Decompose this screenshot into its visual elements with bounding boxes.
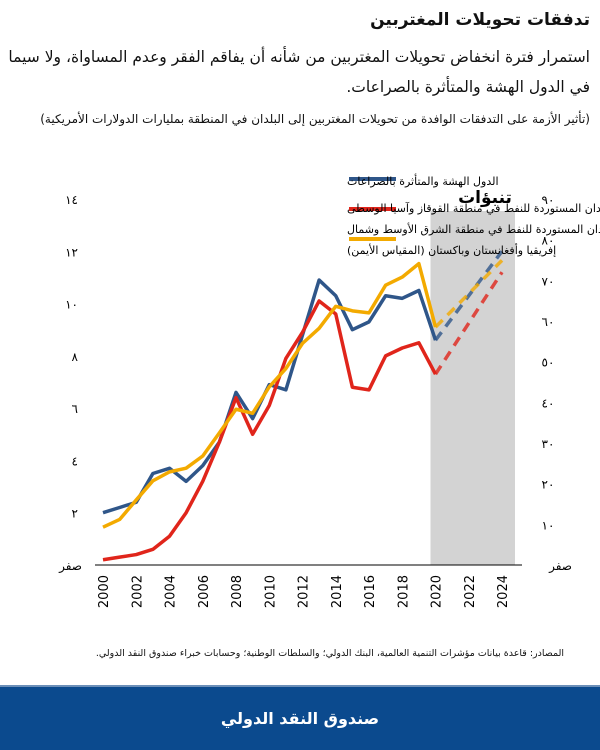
x-axis-tick: 2006: [197, 575, 212, 608]
right-axis-tick: ٣٠: [542, 437, 555, 451]
series-line-2: [103, 301, 436, 560]
x-axis-tick: 2002: [130, 575, 145, 608]
series-line-3: [103, 264, 436, 528]
left-axis-tick: صفر: [58, 559, 82, 574]
left-axis-tick: ١٤: [65, 193, 78, 207]
right-axis-tick: ٥٠: [542, 356, 555, 370]
series-line-1: [103, 280, 436, 513]
x-axis-tick: 2008: [230, 575, 245, 608]
legend-label-2: البلدان المستوردة للنفط في منطقة القوقاز…: [347, 201, 600, 215]
left-axis-tick: ٢: [72, 507, 78, 521]
right-axis-tick: ٤٠: [542, 396, 555, 410]
chart-title: تدفقات تحويلات المغتربين: [6, 10, 590, 30]
x-axis-tick: 2018: [396, 575, 411, 608]
forecast-shade: [431, 211, 516, 565]
chart-units: (تأثير الأزمة على التدفقات الوافدة من تح…: [6, 112, 590, 126]
x-axis-tick: 2010: [263, 575, 278, 608]
left-axis-tick: ٦: [72, 402, 78, 416]
legend-label-1: الدول الهشة والمتأثرة بالصراعات: [347, 173, 499, 188]
x-axis-tick: 2004: [164, 575, 179, 608]
footer-banner: صندوق النقد الدولي: [0, 685, 600, 750]
x-axis-tick: 2022: [463, 575, 478, 608]
x-axis-tick: 2024: [496, 575, 511, 608]
left-axis-tick: ١٢: [65, 245, 78, 259]
right-axis-tick: صفر: [548, 559, 572, 574]
x-axis-tick: 2012: [297, 575, 312, 608]
x-axis-tick: 2000: [97, 575, 112, 608]
x-axis-tick: 2014: [330, 575, 345, 608]
footer-label: صندوق النقد الدولي: [221, 709, 379, 728]
chart-subtitle: استمرار فترة انخفاض تحويلات المغتربين من…: [6, 42, 590, 102]
left-axis-tick: ٤: [72, 454, 78, 468]
left-axis-tick: ٨: [72, 350, 79, 364]
line-chart: تنبؤاتصفر٢٤٦٨١٠١٢١٤صفر١٠٢٠٣٠٤٠٥٠٦٠٧٠٨٠٩٠…: [0, 160, 600, 640]
x-axis-tick: 2016: [363, 575, 378, 608]
x-axis-tick: 2020: [430, 575, 445, 608]
right-axis-tick: ٧٠: [542, 274, 555, 288]
right-axis-tick: ١٠: [542, 518, 555, 532]
right-axis-tick: ٢٠: [542, 478, 555, 492]
right-axis-tick: ٦٠: [542, 315, 555, 329]
source-note: المصادر: قاعدة بيانات مؤشرات التنمية الع…: [96, 648, 564, 659]
left-axis-tick: ١٠: [65, 298, 78, 312]
